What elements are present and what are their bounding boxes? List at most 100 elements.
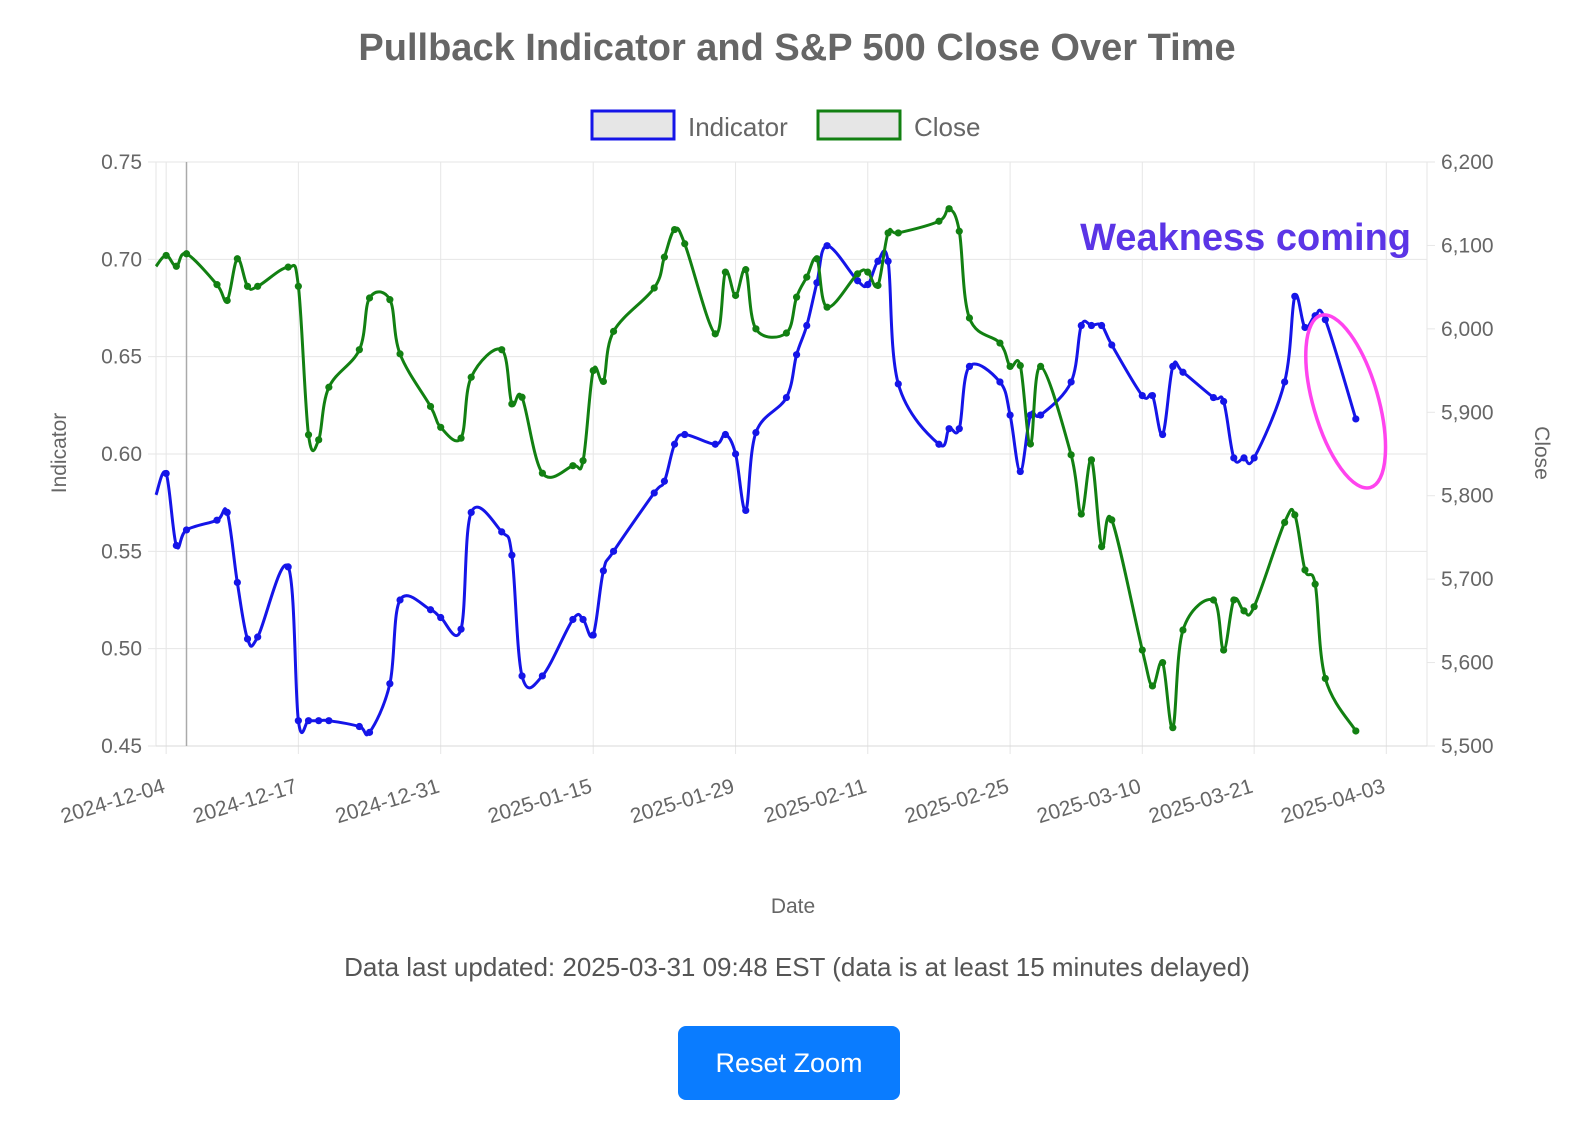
legend-item-indicator[interactable]: Indicator xyxy=(590,109,788,142)
data-point-close xyxy=(1077,510,1085,518)
data-point-close xyxy=(162,251,170,260)
data-point-indicator xyxy=(813,279,821,287)
data-point-indicator xyxy=(172,541,180,550)
data-point-close xyxy=(813,255,821,263)
annotation-weakness-coming: Weakness coming xyxy=(1080,217,1411,259)
data-point-indicator xyxy=(325,717,333,725)
y-right-tick-label: 5,500 xyxy=(1441,735,1494,758)
data-point-close xyxy=(538,469,546,477)
data-point-indicator xyxy=(894,380,902,388)
data-point-indicator xyxy=(498,528,506,536)
data-point-close xyxy=(294,282,302,290)
data-point-close xyxy=(498,346,506,354)
data-point-close xyxy=(792,293,801,301)
data-point-indicator xyxy=(1291,292,1299,300)
data-point-indicator xyxy=(1352,415,1360,423)
data-point-indicator xyxy=(965,362,974,370)
x-tick-label: 2024-12-31 xyxy=(333,775,442,828)
data-point-close xyxy=(1291,511,1299,519)
data-point-close xyxy=(853,270,862,278)
data-point-close xyxy=(945,205,953,213)
data-point-indicator xyxy=(182,526,191,534)
data-point-indicator xyxy=(213,516,221,524)
data-point-indicator xyxy=(426,606,435,614)
y-left-tick-label: 0.65 xyxy=(101,346,142,369)
data-point-indicator xyxy=(508,551,516,559)
reset-zoom-button[interactable]: Reset Zoom xyxy=(678,1026,900,1100)
data-point-close xyxy=(782,329,791,337)
data-point-close xyxy=(426,402,435,411)
data-point-indicator xyxy=(792,351,801,359)
data-point-close xyxy=(1250,603,1258,611)
data-point-close xyxy=(1087,456,1096,464)
data-point-indicator xyxy=(1159,430,1167,439)
data-point-close xyxy=(315,436,323,444)
data-point-close xyxy=(1220,646,1228,654)
data-point-close xyxy=(721,268,730,276)
data-point-indicator xyxy=(365,728,374,736)
data-point-indicator xyxy=(315,717,323,725)
data-point-close xyxy=(213,281,221,289)
data-point-close xyxy=(935,217,943,225)
data-point-close xyxy=(1311,580,1319,588)
data-point-indicator xyxy=(1108,341,1116,349)
data-point-close xyxy=(1321,674,1329,683)
series-close xyxy=(154,205,1360,735)
data-point-indicator xyxy=(1301,323,1309,332)
series-line-close xyxy=(154,207,1358,732)
data-point-close xyxy=(681,240,689,248)
data-point-indicator xyxy=(742,506,750,515)
data-point-close xyxy=(1159,658,1167,667)
data-point-indicator xyxy=(1250,454,1258,462)
data-point-close xyxy=(386,296,394,304)
data-point-close xyxy=(823,303,831,311)
data-point-indicator xyxy=(1321,316,1329,324)
data-point-indicator xyxy=(803,321,811,330)
legend-item-close[interactable]: Close xyxy=(816,109,980,142)
x-tick-label: 2024-12-04 xyxy=(58,775,168,828)
data-point-close xyxy=(518,393,526,401)
chart-title: Pullback Indicator and S&P 500 Close Ove… xyxy=(358,27,1235,69)
x-tick-label: 2025-02-11 xyxy=(761,775,869,828)
data-point-close xyxy=(1006,362,1014,370)
data-point-close xyxy=(996,339,1004,347)
data-point-close xyxy=(1179,626,1187,634)
data-point-indicator xyxy=(233,578,241,587)
data-point-indicator xyxy=(650,489,658,497)
data-point-close xyxy=(1169,724,1177,732)
data-point-indicator xyxy=(711,440,719,448)
data-point-indicator xyxy=(721,430,730,439)
data-point-indicator xyxy=(1169,362,1177,370)
data-point-indicator xyxy=(864,281,872,289)
data-point-close xyxy=(1026,440,1035,448)
data-point-close xyxy=(955,227,963,235)
data-point-indicator xyxy=(1220,397,1228,406)
data-point-close xyxy=(1016,361,1024,370)
x-axis-title: Date xyxy=(771,895,815,918)
data-point-indicator xyxy=(670,440,679,448)
y-left-tick-label: 0.75 xyxy=(101,151,142,174)
data-point-close xyxy=(284,263,292,271)
data-point-indicator xyxy=(1067,378,1075,386)
data-point-close xyxy=(1067,451,1075,459)
data-point-indicator xyxy=(1281,378,1289,386)
y-left-axis-title: Indicator xyxy=(48,413,71,494)
data-point-indicator xyxy=(223,508,231,516)
data-point-indicator xyxy=(996,378,1004,386)
data-point-close xyxy=(325,383,333,391)
data-point-indicator xyxy=(1006,411,1014,419)
data-point-close xyxy=(1037,362,1045,370)
data-point-indicator xyxy=(1138,392,1146,400)
data-point-close xyxy=(711,330,719,338)
legend[interactable]: Indicator Close xyxy=(590,109,980,142)
data-point-indicator xyxy=(1087,321,1096,330)
data-point-close xyxy=(742,266,750,274)
data-point-indicator xyxy=(609,547,618,555)
data-point-indicator xyxy=(437,613,445,622)
data-point-close xyxy=(1230,596,1238,604)
data-point-close xyxy=(365,294,374,302)
data-point-close xyxy=(172,262,180,270)
data-point-indicator xyxy=(884,257,892,265)
data-updated-text: Data last updated: 2025-03-31 09:48 EST … xyxy=(344,952,1250,982)
